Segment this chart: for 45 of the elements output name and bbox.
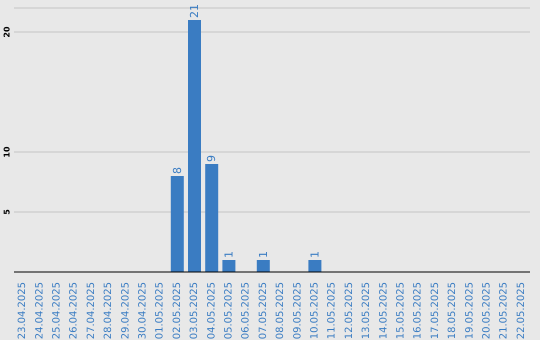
- data-label: 1: [222, 251, 236, 258]
- x-tick-label: 28.04.2025: [103, 282, 114, 340]
- x-tick-label: 26.04.2025: [68, 282, 80, 340]
- x-tick-label: 25.04.2025: [52, 282, 62, 340]
- data-label: 1: [308, 251, 322, 258]
- x-tick-label: 24.04.2025: [34, 282, 46, 340]
- x-tick-label: 13.05.2025: [361, 282, 372, 340]
- x-tick-label: 08.05.2025: [275, 282, 286, 340]
- x-tick-label: 12.05.2025: [344, 282, 355, 340]
- data-label: 1: [256, 251, 270, 258]
- x-tick-label: 22.05.2025: [516, 282, 527, 340]
- x-tick-label: 20.05.2025: [482, 282, 492, 340]
- bar: [170, 176, 184, 272]
- data-label: 21: [188, 4, 201, 18]
- x-tick-label: 16.05.2025: [412, 282, 424, 340]
- x-tick-label: 05.05.2025: [224, 282, 234, 340]
- x-tick-label: 14.05.2025: [378, 282, 390, 340]
- x-tick-label: 09.05.2025: [292, 282, 304, 340]
- x-tick-label: 11.05.2025: [326, 282, 338, 340]
- x-tick-label: 19.05.2025: [464, 282, 476, 340]
- x-tick-label: 15.05.2025: [396, 282, 406, 340]
- x-tick-label: 07.05.2025: [258, 282, 269, 340]
- x-tick-label: 29.04.2025: [120, 282, 132, 340]
- x-tick-label: 06.05.2025: [240, 282, 252, 340]
- x-tick-label: 21.05.2025: [498, 282, 510, 340]
- bar: [205, 164, 218, 272]
- x-tick-label: 04.05.2025: [206, 282, 218, 340]
- bar: [256, 260, 270, 272]
- bar: [222, 260, 236, 272]
- x-tick-label: 23.04.2025: [17, 282, 28, 340]
- x-tick-label: 01.05.2025: [154, 282, 166, 340]
- x-tick-label: 18.05.2025: [447, 282, 458, 340]
- bar: [308, 260, 322, 272]
- x-tick-label: 02.05.2025: [172, 282, 183, 340]
- x-tick-label: 17.05.2025: [430, 282, 441, 340]
- y-tick-label: 5: [2, 208, 12, 215]
- x-tick-label: 30.04.2025: [138, 282, 148, 340]
- data-label: 9: [205, 155, 218, 162]
- y-tick-label: 20: [2, 26, 12, 38]
- y-tick-label: 10: [2, 146, 12, 158]
- x-tick-label: 03.05.2025: [189, 282, 200, 340]
- bar: [188, 20, 201, 272]
- x-tick-label: 27.04.2025: [86, 282, 97, 340]
- x-tick-label: 10.05.2025: [310, 282, 320, 340]
- data-label: 8: [170, 167, 184, 174]
